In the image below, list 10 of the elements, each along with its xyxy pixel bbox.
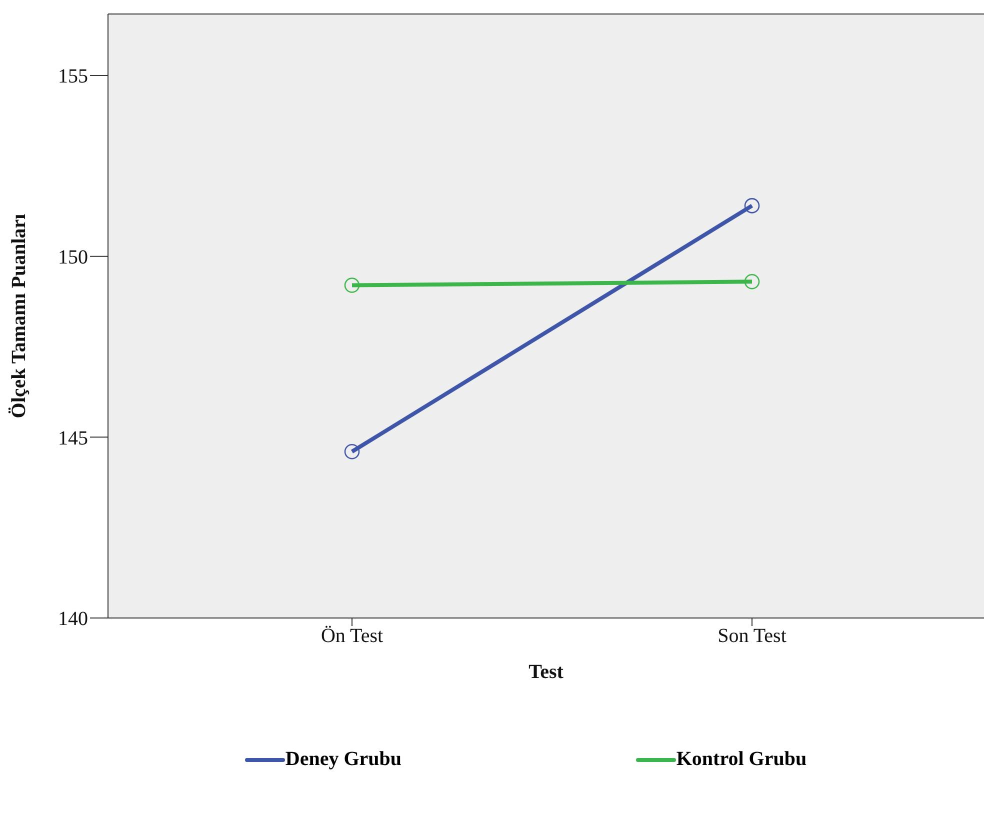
y-tick-label: 150 bbox=[58, 246, 88, 268]
y-tick-label: 155 bbox=[58, 66, 88, 88]
y-axis-title: Ölçek Tamamı Puanları bbox=[8, 213, 30, 418]
y-tick-label: 145 bbox=[58, 427, 88, 450]
x-tick-label: Ön Test bbox=[320, 625, 384, 648]
y-tick-label: 140 bbox=[58, 608, 88, 630]
legend-label: Kontrol Grubu bbox=[676, 748, 807, 771]
legend-label: Deney Grubu bbox=[285, 748, 402, 771]
x-axis-title: Test bbox=[528, 661, 564, 683]
x-tick-label: Son Test bbox=[718, 625, 787, 648]
